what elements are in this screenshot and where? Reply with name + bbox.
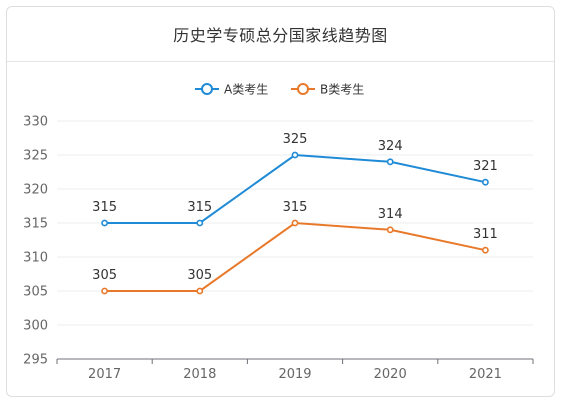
data-point: [481, 246, 489, 254]
data-label: 311: [473, 227, 498, 242]
data-point: [291, 151, 299, 159]
data-label: 315: [187, 200, 212, 215]
data-label: 315: [92, 200, 117, 215]
legend-swatch-marker: [201, 83, 213, 95]
y-tick-label: 300: [23, 319, 48, 334]
data-point: [196, 219, 204, 227]
legend-label: A类考生: [224, 83, 268, 97]
y-tick-label: 330: [23, 115, 48, 130]
data-label: 305: [92, 268, 117, 283]
x-tick-label: 2017: [88, 367, 121, 382]
data-label: 314: [378, 207, 403, 222]
data-point: [101, 287, 108, 295]
y-tick-label: 320: [23, 183, 48, 198]
data-label: 305: [187, 268, 212, 283]
data-point: [196, 287, 204, 295]
data-point: [386, 158, 394, 166]
y-tick-label: 315: [23, 217, 48, 232]
y-tick-label: 310: [23, 251, 48, 266]
x-tick-label: 2021: [469, 367, 502, 382]
data-label: 315: [283, 200, 308, 215]
data-point: [291, 219, 299, 227]
x-tick-label: 2020: [374, 367, 407, 382]
x-tick-label: 2019: [278, 367, 311, 382]
data-point: [386, 226, 394, 234]
x-tick-label: 2018: [183, 367, 216, 382]
chart-title: 历史学专硕总分国家线趋势图: [173, 26, 388, 45]
y-tick-label: 295: [23, 353, 48, 368]
data-point: [101, 219, 108, 227]
y-tick-label: 325: [23, 149, 48, 164]
legend-label: B类考生: [320, 83, 364, 97]
legend-swatch-marker: [297, 83, 309, 95]
chart-card: 历史学专硕总分国家线趋势图: [6, 6, 555, 397]
y-tick-label: 305: [23, 285, 48, 300]
data-label: 324: [378, 139, 403, 154]
data-label: 325: [283, 132, 308, 147]
data-label: 321: [473, 159, 498, 174]
title-bar: 历史学专硕总分国家线趋势图: [7, 7, 554, 62]
data-point: [481, 178, 489, 186]
